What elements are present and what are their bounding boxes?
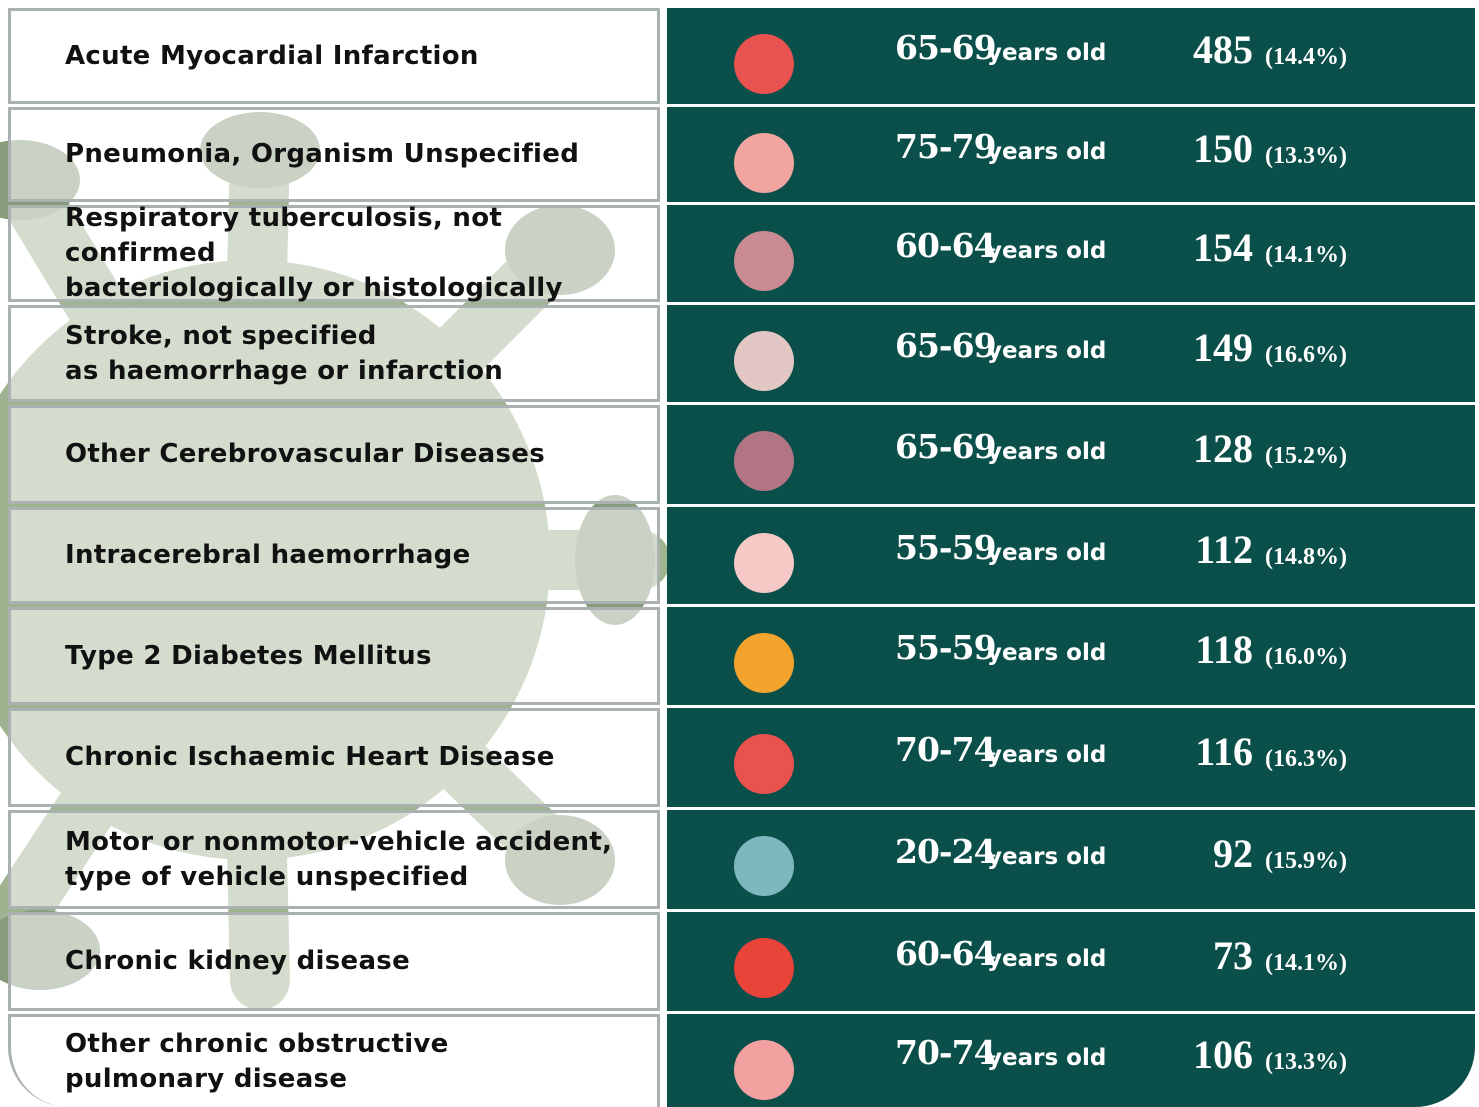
age-suffix: years old — [987, 439, 1106, 465]
disease-name: Respiratory tuberculosis, not confirmed — [65, 201, 657, 271]
disease-name: Other Cerebrovascular Diseases — [65, 437, 657, 472]
disease-name: Acute Myocardial Infarction — [65, 39, 657, 74]
age-suffix: years old — [987, 742, 1106, 768]
death-count: 485 — [1193, 26, 1253, 73]
death-count: 149 — [1193, 324, 1253, 371]
age-range: 70-74 — [895, 730, 996, 769]
death-count: 154 — [1193, 224, 1253, 271]
disease-icon — [719, 423, 809, 493]
death-percent: (14.1%) — [1265, 950, 1347, 977]
disease-icon — [719, 525, 809, 595]
death-count: 116 — [1195, 728, 1253, 775]
death-percent: (14.8%) — [1265, 544, 1347, 571]
disease-cell: Intracerebral haemorrhage — [8, 507, 660, 604]
disease-cell: Motor or nonmotor-vehicle accident,type … — [8, 810, 660, 909]
disease-name: pulmonary disease — [65, 1062, 657, 1097]
disease-icon — [719, 26, 809, 96]
disease-name: Pneumonia, Organism Unspecified — [65, 137, 657, 172]
disease-icon — [719, 625, 809, 695]
age-suffix: years old — [987, 1045, 1106, 1071]
disease-cell: Other Cerebrovascular Diseases — [8, 405, 660, 504]
death-count: 92 — [1213, 830, 1253, 877]
death-count: 118 — [1195, 626, 1253, 673]
disease-cell: Acute Myocardial Infarction — [8, 8, 660, 104]
disease-name: Type 2 Diabetes Mellitus — [65, 639, 657, 674]
disease-cell: Chronic Ischaemic Heart Disease — [8, 708, 660, 807]
disease-icon — [719, 828, 809, 898]
age-range: 60-64 — [895, 226, 996, 265]
age-suffix: years old — [987, 946, 1106, 972]
age-suffix: years old — [987, 640, 1106, 666]
age-range: 65-69 — [895, 427, 996, 466]
disease-name: Stroke, not specified — [65, 319, 657, 354]
death-percent: (13.3%) — [1265, 1049, 1347, 1076]
death-percent: (15.9%) — [1265, 848, 1347, 875]
death-percent: (16.3%) — [1265, 746, 1347, 773]
age-suffix: years old — [987, 540, 1106, 566]
disease-name: type of vehicle unspecified — [65, 860, 657, 895]
death-count: 106 — [1193, 1031, 1253, 1078]
disease-icon — [719, 223, 809, 293]
disease-name: Motor or nonmotor-vehicle accident, — [65, 825, 657, 860]
disease-icon — [719, 726, 809, 796]
age-range: 65-69 — [895, 326, 996, 365]
age-range: 75-79 — [895, 127, 996, 166]
disease-name: Chronic kidney disease — [65, 944, 657, 979]
age-range: 60-64 — [895, 934, 996, 973]
disease-icon — [719, 125, 809, 195]
disease-name: Chronic Ischaemic Heart Disease — [65, 740, 657, 775]
age-range: 55-59 — [895, 628, 996, 667]
age-range: 70-74 — [895, 1033, 996, 1072]
age-suffix: years old — [987, 238, 1106, 264]
age-range: 55-59 — [895, 528, 996, 567]
death-count: 128 — [1193, 425, 1253, 472]
death-count: 112 — [1195, 526, 1253, 573]
death-count: 150 — [1193, 125, 1253, 172]
page: {"table": {"age_suffix": "years old", "r… — [0, 0, 1479, 1104]
disease-cell: Type 2 Diabetes Mellitus — [8, 607, 660, 705]
age-suffix: years old — [987, 40, 1106, 66]
death-percent: (15.2%) — [1265, 443, 1347, 470]
disease-name: bacteriologically or histologically — [65, 271, 657, 306]
age-range: 65-69 — [895, 28, 996, 67]
age-range: 20-24 — [895, 832, 996, 871]
death-count: 73 — [1213, 932, 1253, 979]
disease-icon — [719, 930, 809, 1000]
death-percent: (14.1%) — [1265, 242, 1347, 269]
disease-cell: Chronic kidney disease — [8, 912, 660, 1011]
death-percent: (16.0%) — [1265, 644, 1347, 671]
disease-icon — [719, 1032, 809, 1102]
death-percent: (14.4%) — [1265, 44, 1347, 71]
disease-cell: Pneumonia, Organism Unspecified — [8, 107, 660, 202]
age-suffix: years old — [987, 139, 1106, 165]
age-suffix: years old — [987, 844, 1106, 870]
death-percent: (16.6%) — [1265, 342, 1347, 369]
disease-name: Intracerebral haemorrhage — [65, 538, 657, 573]
age-suffix: years old — [987, 338, 1106, 364]
disease-name: as haemorrhage or infarction — [65, 354, 657, 389]
death-percent: (13.3%) — [1265, 143, 1347, 170]
disease-name: Other chronic obstructive — [65, 1027, 657, 1062]
disease-icon — [719, 323, 809, 393]
